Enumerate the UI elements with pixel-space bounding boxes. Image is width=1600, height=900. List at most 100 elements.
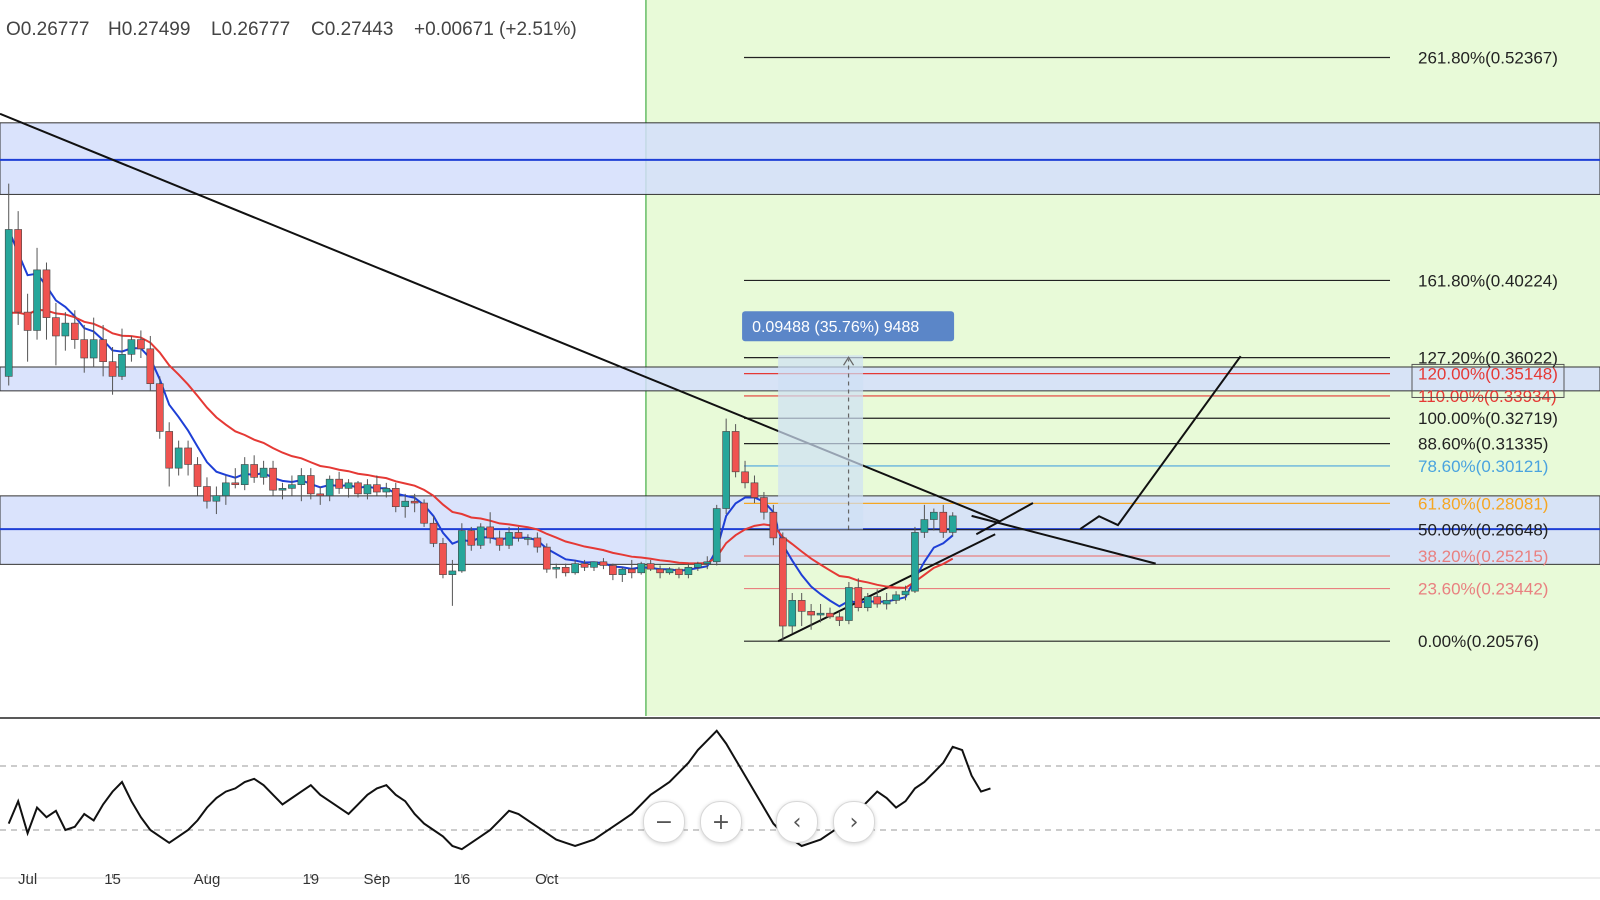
- candle[interactable]: [420, 499, 428, 527]
- candle[interactable]: [89, 317, 98, 368]
- candle[interactable]: [665, 567, 674, 575]
- candle[interactable]: [212, 486, 221, 515]
- candle[interactable]: [552, 563, 561, 579]
- candle[interactable]: [373, 475, 381, 496]
- candle[interactable]: [193, 457, 202, 496]
- candle[interactable]: [137, 330, 145, 358]
- candle[interactable]: [325, 475, 334, 502]
- candle[interactable]: [118, 328, 126, 381]
- candle[interactable]: [854, 578, 863, 612]
- candle[interactable]: [439, 537, 447, 579]
- candle[interactable]: [835, 611, 844, 627]
- candle[interactable]: [722, 418, 730, 515]
- candle[interactable]: [778, 532, 787, 641]
- candle[interactable]: [930, 508, 938, 531]
- candle[interactable]: [873, 589, 882, 608]
- candle[interactable]: [797, 592, 806, 627]
- candle[interactable]: [892, 591, 900, 605]
- candle[interactable]: [127, 335, 136, 362]
- triangle-lower-line[interactable]: [975, 502, 1034, 536]
- candle[interactable]: [155, 376, 164, 439]
- scroll-left-button[interactable]: ‹: [776, 801, 818, 843]
- rising-support-line[interactable]: [777, 533, 996, 643]
- candle[interactable]: [731, 424, 740, 478]
- scroll-right-button[interactable]: ›: [833, 801, 875, 843]
- candle[interactable]: [760, 492, 768, 520]
- candle[interactable]: [476, 523, 485, 549]
- candle[interactable]: [486, 512, 494, 544]
- candle[interactable]: [599, 558, 608, 570]
- candle[interactable]: [901, 585, 910, 601]
- candle[interactable]: [514, 526, 523, 542]
- candle[interactable]: [174, 440, 183, 476]
- candle[interactable]: [316, 486, 325, 505]
- candle[interactable]: [297, 468, 306, 502]
- candle[interactable]: [99, 324, 107, 377]
- candle[interactable]: [231, 468, 240, 489]
- measure-box[interactable]: [778, 355, 864, 530]
- candle[interactable]: [675, 567, 683, 579]
- candle[interactable]: [948, 512, 957, 537]
- triangle-upper-line[interactable]: [971, 514, 1156, 565]
- candle[interactable]: [816, 604, 825, 623]
- candle[interactable]: [33, 247, 41, 340]
- candle[interactable]: [627, 559, 636, 579]
- candle[interactable]: [184, 440, 192, 476]
- candle[interactable]: [495, 530, 504, 551]
- zoom-in-button[interactable]: +: [700, 801, 742, 843]
- zone-0[interactable]: [0, 122, 1600, 195]
- candle[interactable]: [401, 493, 410, 518]
- zoom-out-button[interactable]: −: [643, 801, 685, 843]
- candle[interactable]: [637, 561, 646, 575]
- candle[interactable]: [741, 460, 749, 489]
- candle[interactable]: [429, 515, 438, 548]
- candle[interactable]: [278, 482, 287, 500]
- candle[interactable]: [344, 479, 353, 498]
- candle[interactable]: [769, 504, 778, 546]
- candle[interactable]: [335, 471, 343, 494]
- candle[interactable]: [42, 262, 51, 340]
- candle[interactable]: [391, 482, 400, 513]
- candle[interactable]: [911, 526, 919, 593]
- candle[interactable]: [354, 481, 362, 498]
- candle[interactable]: [694, 561, 702, 571]
- candle[interactable]: [288, 475, 296, 496]
- candle[interactable]: [826, 607, 834, 619]
- candle[interactable]: [703, 556, 712, 570]
- candle[interactable]: [382, 482, 391, 498]
- projected-path[interactable]: [1079, 355, 1242, 530]
- candle[interactable]: [920, 504, 929, 538]
- candle[interactable]: [259, 460, 268, 485]
- candle[interactable]: [845, 581, 853, 625]
- candle[interactable]: [70, 310, 79, 349]
- candle[interactable]: [524, 534, 532, 546]
- candle[interactable]: [14, 211, 22, 325]
- candle[interactable]: [269, 460, 277, 496]
- candle[interactable]: [80, 324, 89, 373]
- candle[interactable]: [108, 346, 117, 395]
- candle[interactable]: [609, 563, 617, 581]
- candle[interactable]: [448, 559, 457, 606]
- candle[interactable]: [590, 561, 598, 571]
- candle[interactable]: [542, 543, 551, 573]
- candle[interactable]: [939, 504, 948, 538]
- candle[interactable]: [240, 457, 249, 491]
- candle[interactable]: [618, 567, 627, 582]
- candle[interactable]: [458, 523, 466, 573]
- candle[interactable]: [23, 293, 32, 362]
- candle[interactable]: [222, 475, 230, 505]
- candle[interactable]: [656, 565, 664, 579]
- candle[interactable]: [410, 493, 419, 513]
- candle[interactable]: [146, 335, 155, 392]
- candle[interactable]: [61, 312, 70, 351]
- candle[interactable]: [250, 455, 258, 483]
- candle[interactable]: [561, 563, 570, 577]
- candle[interactable]: [165, 422, 174, 487]
- candle[interactable]: [571, 559, 579, 575]
- candle[interactable]: [533, 532, 542, 553]
- candle[interactable]: [788, 592, 797, 634]
- candle[interactable]: [505, 526, 513, 549]
- ema-slow-line[interactable]: [8, 308, 954, 589]
- candle[interactable]: [684, 563, 693, 579]
